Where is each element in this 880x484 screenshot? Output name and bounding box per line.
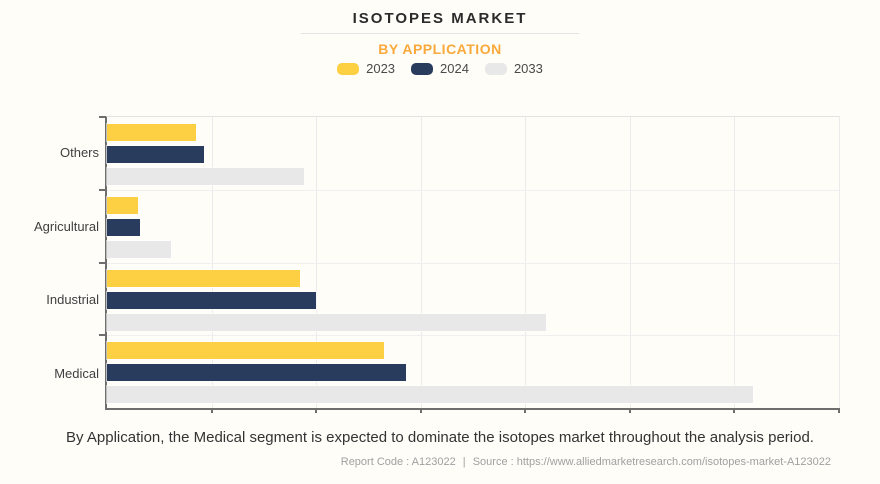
bar-others-2033 [107, 168, 304, 185]
y-axis-tick [99, 116, 106, 118]
title-divider [301, 33, 579, 34]
x-axis-tick [733, 408, 736, 413]
bar-others-2024 [107, 146, 204, 163]
legend-label: 2033 [513, 61, 543, 76]
source-url: Source : https://www.alliedmarketresearc… [472, 456, 831, 468]
category-axis-labels: Others Agricultural Industrial Medical [0, 116, 99, 410]
x-axis-tick [210, 408, 213, 413]
bar-agricultural-2033 [107, 240, 172, 258]
legend-item-2024[interactable]: 2024 [411, 61, 469, 76]
bar-chart-plot-area [99, 116, 840, 413]
x-axis-tick [315, 408, 318, 413]
chart-subtitle: BY APPLICATION [378, 41, 502, 57]
bar-agricultural-2024 [107, 218, 140, 236]
category-row-medical [107, 335, 839, 408]
legend: 2023 2024 2033 [0, 61, 880, 76]
y-axis-tick [99, 188, 106, 191]
bar-agricultural-2023 [107, 196, 138, 214]
legend-swatch-2024 [411, 62, 434, 75]
legend-item-2033[interactable]: 2033 [484, 61, 543, 76]
chart-title: ISOTOPES MARKET [352, 10, 528, 27]
chart-footnote: By Application, the Medical segment is e… [66, 429, 814, 446]
bar-industrial-2024 [107, 291, 316, 309]
category-label-agricultural: Agricultural [33, 218, 99, 234]
legend-label: 2023 [366, 61, 396, 76]
report-code: Report Code : A123022 [340, 456, 456, 468]
y-gridline [107, 189, 839, 191]
bar-medical-2024 [107, 364, 406, 382]
category-row-agricultural [107, 190, 839, 263]
legend-label: 2024 [440, 61, 469, 76]
y-gridline [107, 262, 839, 264]
y-axis-tick [99, 261, 106, 264]
bar-others-2023 [107, 124, 197, 141]
y-axis-tick [99, 334, 106, 337]
x-axis-tick [838, 408, 840, 413]
x-axis-tick [524, 408, 527, 413]
x-axis-tick [628, 408, 631, 413]
bar-industrial-2033 [107, 313, 547, 331]
category-label-others: Others [59, 145, 99, 161]
source-separator: | [462, 456, 466, 468]
category-row-others [107, 117, 839, 190]
legend-swatch-2033 [484, 62, 507, 75]
legend-item-2023[interactable]: 2023 [337, 61, 395, 76]
y-gridline [107, 335, 839, 337]
x-axis-tick [419, 408, 422, 413]
category-label-medical: Medical [54, 365, 99, 381]
legend-swatch-2023 [337, 62, 360, 75]
category-row-industrial [107, 263, 839, 336]
bar-medical-2033 [107, 386, 753, 404]
category-label-industrial: Industrial [46, 292, 99, 308]
bar-industrial-2023 [107, 269, 301, 287]
report-source-line: Report Code : A123022 | Source : https:/… [339, 456, 833, 468]
bar-medical-2023 [107, 342, 384, 360]
